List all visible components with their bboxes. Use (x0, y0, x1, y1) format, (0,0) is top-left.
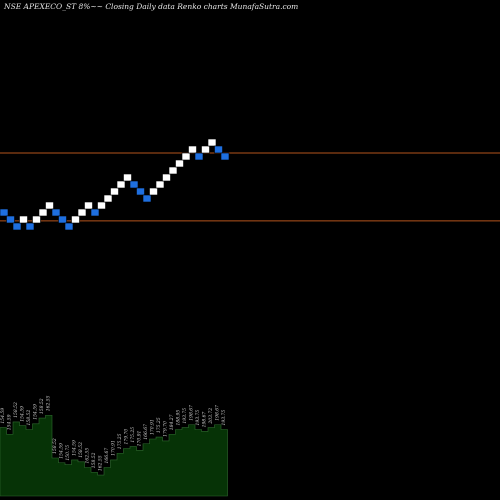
renko-brick-11 (71, 215, 80, 224)
renko-brick-15 (97, 201, 106, 210)
volume-label-11: 154.59 (72, 440, 78, 456)
renko-brick-18 (116, 180, 126, 189)
renko-brick-19 (123, 173, 132, 182)
renko-brick-12 (77, 208, 87, 217)
reference-lines (0, 152, 500, 222)
renko-brick-24 (155, 180, 165, 189)
renko-brick-7 (45, 201, 54, 210)
volume-label-27: 188.95 (176, 410, 182, 426)
renko-bricks (0, 138, 230, 231)
renko-brick-14 (90, 208, 100, 217)
volume-label-6: 158.52 (39, 398, 45, 414)
renko-brick-9 (58, 215, 67, 224)
renko-brick-8 (51, 208, 61, 217)
renko-brick-30 (194, 152, 204, 161)
volume-label-3: 154.59 (20, 406, 26, 422)
volume-label-9: 154.59 (59, 443, 65, 459)
renko-brick-13 (84, 201, 93, 210)
renko-brick-33 (214, 145, 223, 154)
volume-label-23: 170.91 (150, 419, 156, 435)
volume-label-12: 158.52 (78, 442, 84, 458)
renko-brick-23 (149, 187, 158, 196)
renko-brick-21 (136, 187, 145, 196)
volume-label-14: 158.52 (91, 452, 97, 468)
renko-brick-10 (64, 222, 74, 231)
volume-label-24: 175.25 (156, 417, 162, 433)
renko-brick-26 (168, 166, 178, 175)
volume-label-0: 154.59 (0, 408, 6, 424)
volume-label-33: 198.67 (215, 405, 221, 421)
volume-label-15: 162.55 (98, 455, 104, 471)
volume-label-5: 154.59 (33, 404, 39, 420)
volume-label-31: 198.67 (202, 412, 208, 428)
volume-label-7: 162.55 (46, 395, 52, 411)
renko-brick-27 (175, 159, 184, 168)
renko-brick-16 (103, 194, 113, 203)
volume-label-4: 158.52 (26, 410, 32, 426)
renko-brick-3 (19, 215, 28, 224)
renko-brick-4 (25, 222, 35, 231)
volume-label-2: 158.52 (13, 402, 19, 418)
volume-label-19: 179.70 (124, 429, 130, 445)
volume-area (0, 414, 228, 497)
volume-label-17: 170.91 (111, 440, 117, 456)
renko-brick-29 (188, 145, 197, 154)
volume-label-26: 184.27 (169, 414, 175, 430)
volume-label-8: 158.52 (52, 438, 58, 454)
volume-label-1: 154.59 (7, 414, 13, 430)
volume-label-18: 175.25 (117, 433, 123, 449)
volume-label-25: 179.70 (163, 421, 169, 437)
renko-brick-1 (6, 215, 15, 224)
volume-label-34: 193.75 (221, 410, 227, 426)
renko-brick-17 (110, 187, 119, 196)
volume-label-22: 166.67 (143, 424, 149, 440)
renko-brick-6 (38, 208, 48, 217)
renko-brick-5 (32, 215, 41, 224)
volume-label-16: 166.67 (104, 448, 110, 464)
renko-brick-22 (142, 194, 152, 203)
volume-label-28: 193.75 (182, 408, 188, 424)
renko-brick-32 (207, 138, 217, 147)
volume-label-29: 198.67 (189, 405, 195, 421)
renko-brick-28 (181, 152, 191, 161)
volume-label-20: 175.25 (130, 427, 136, 443)
volume-label-21: 170.91 (137, 431, 143, 447)
renko-brick-0 (0, 208, 9, 217)
volume-label-10: 150.75 (65, 445, 71, 461)
chart-title: NSE APEXECO_ST 8%~~ Closing Daily data R… (3, 2, 298, 11)
renko-brick-31 (201, 145, 210, 154)
volume-label-30: 193.75 (195, 410, 201, 426)
renko-brick-34 (220, 152, 230, 161)
volume-label-32: 203.72 (208, 408, 214, 425)
renko-brick-25 (162, 173, 171, 182)
renko-brick-2 (12, 222, 22, 231)
volume-label-13: 162.55 (85, 448, 91, 464)
renko-brick-20 (129, 180, 139, 189)
